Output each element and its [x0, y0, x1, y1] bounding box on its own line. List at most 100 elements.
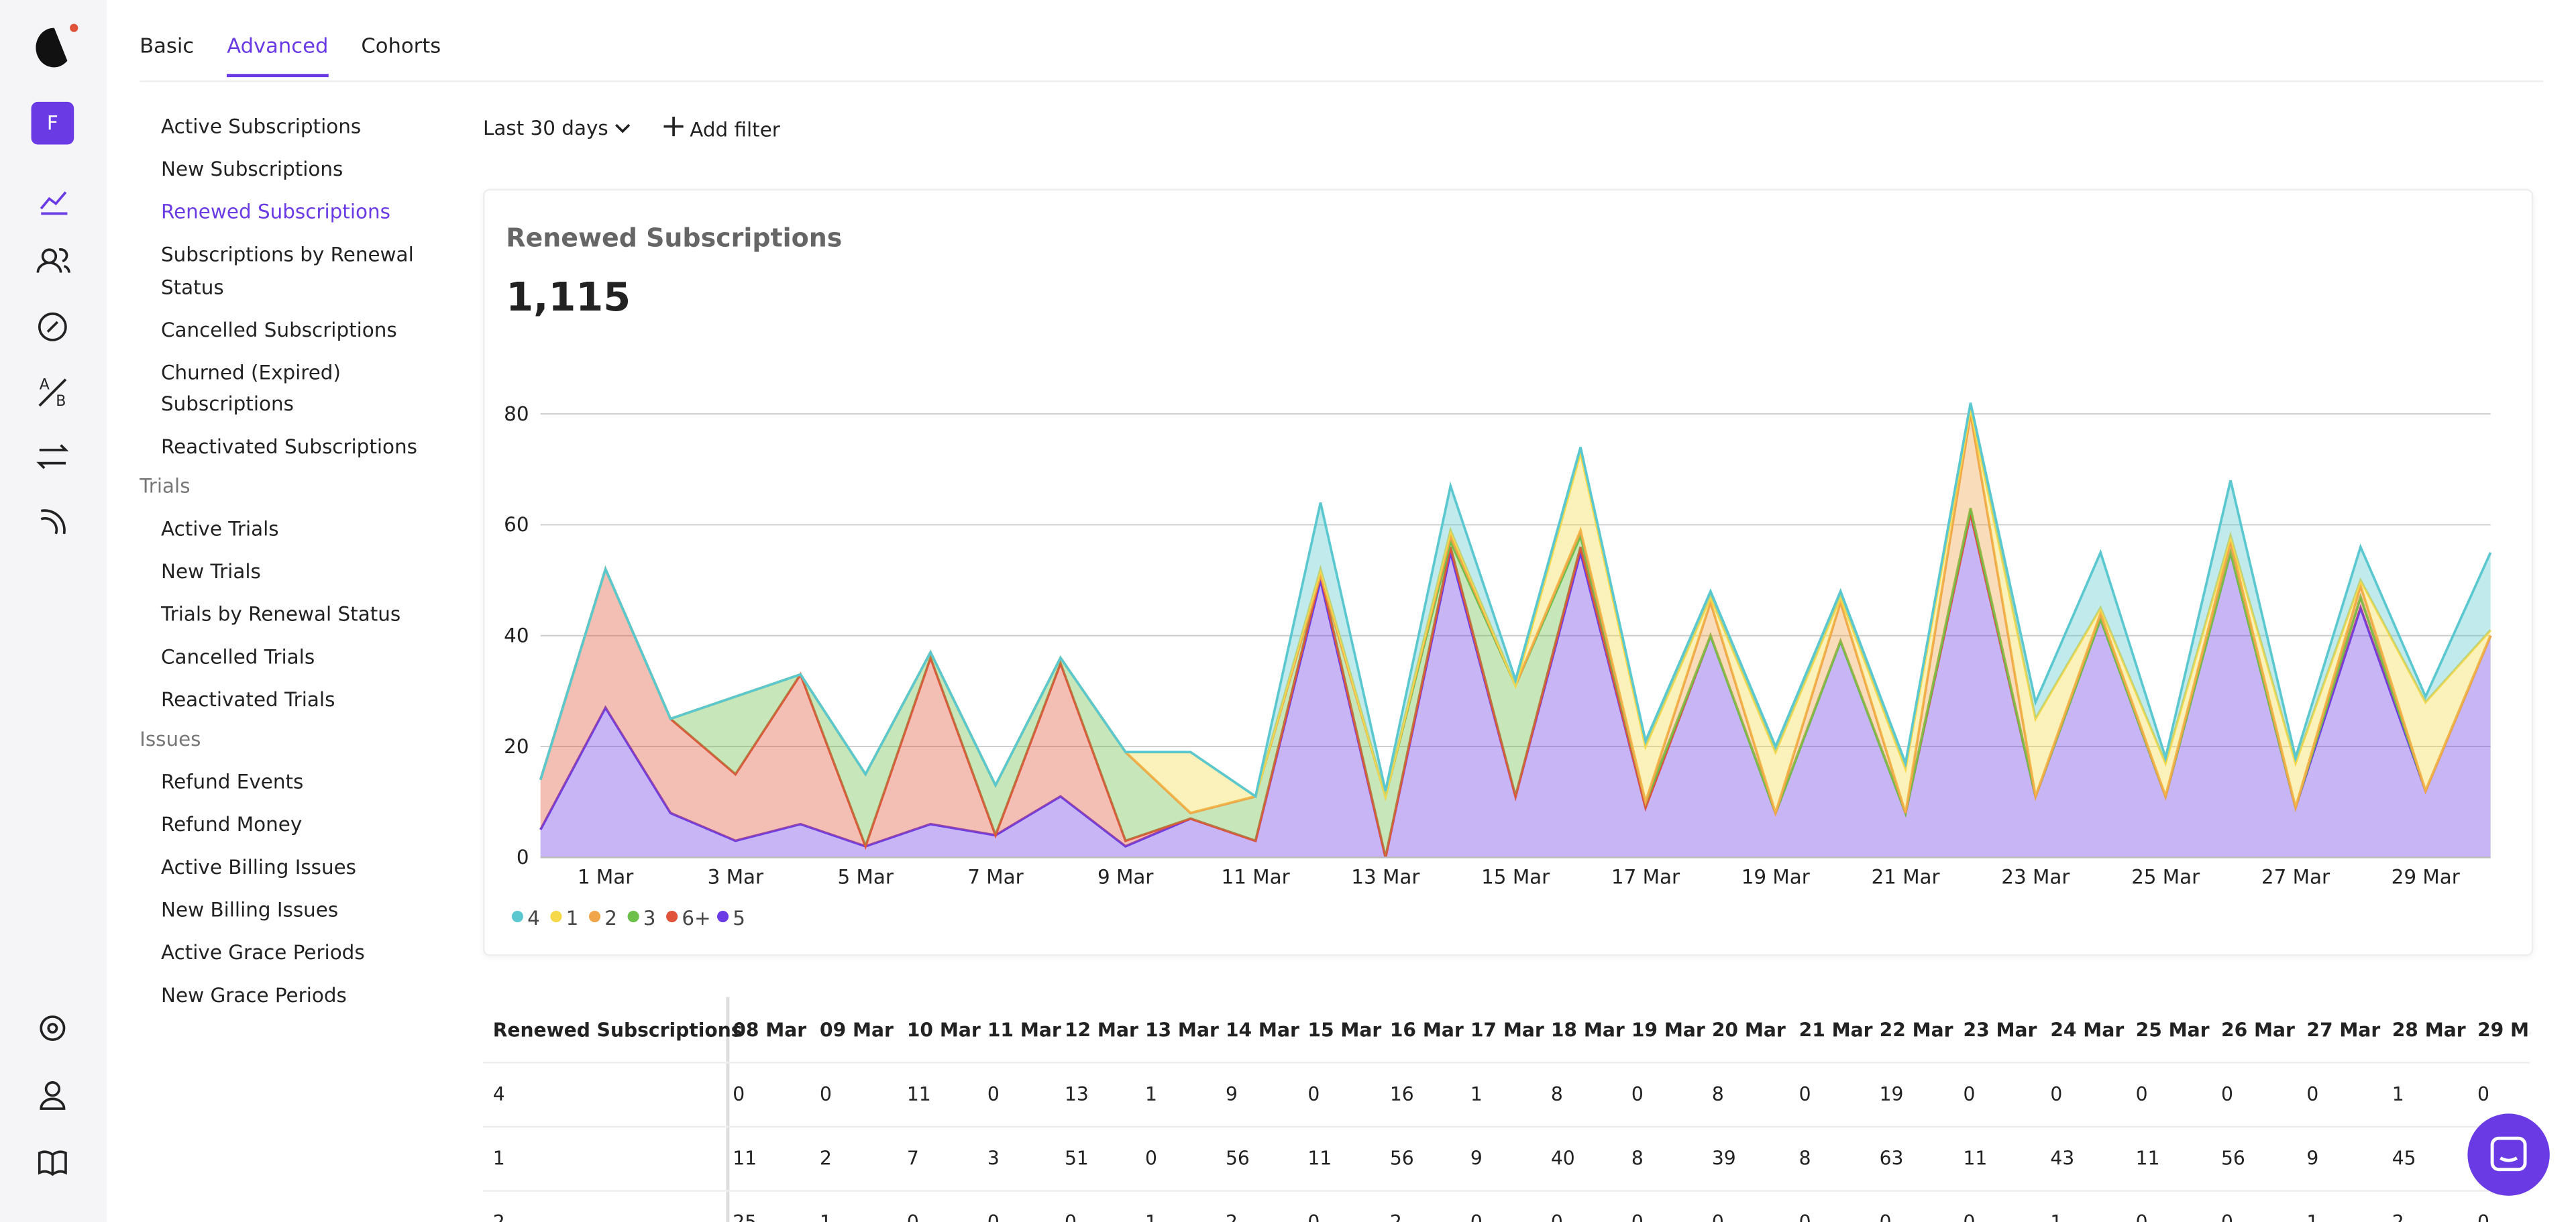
column-header: 25 Mar	[2136, 1019, 2210, 1041]
menu-item[interactable]: Subscriptions by Renewal Status	[161, 243, 414, 298]
menu-item[interactable]: Active Subscriptions	[161, 115, 362, 138]
cell: 2	[1390, 1211, 1402, 1222]
cell: 0	[2136, 1083, 2148, 1105]
cell: 0	[733, 1083, 745, 1105]
tab[interactable]: Cohorts	[361, 32, 441, 58]
x-tick-label: 25 Mar	[2131, 866, 2200, 889]
cell: 0	[1880, 1211, 1892, 1222]
cell: 0	[1307, 1083, 1320, 1105]
column-header: 28 Mar	[2392, 1019, 2466, 1041]
menu-item[interactable]: New Subscriptions	[161, 158, 343, 181]
add-filter[interactable]: Add filter	[663, 116, 780, 142]
cell: 51	[1065, 1147, 1089, 1169]
chart-title: Renewed Subscriptions	[506, 223, 842, 252]
cell: 13	[1065, 1083, 1089, 1105]
cell: 0	[1712, 1211, 1724, 1222]
cell: 0	[907, 1211, 919, 1222]
x-tick-label: 3 Mar	[708, 866, 764, 889]
menu-item[interactable]: Refund Events	[161, 770, 304, 793]
column-header: 23 Mar	[1964, 1019, 2037, 1041]
cell: 56	[2221, 1147, 2245, 1169]
chart: Renewed Subscriptions 1,115 0 20 40 60 80 1 M…	[504, 223, 2492, 930]
x-tick-label: 19 Mar	[1741, 866, 1811, 889]
menu-item[interactable]: New Grace Periods	[161, 983, 347, 1007]
legend-label[interactable]: 4	[527, 907, 540, 930]
column-header: 27 Mar	[2306, 1019, 2380, 1041]
menu-item[interactable]: Cancelled Subscriptions	[161, 317, 397, 341]
area	[540, 513, 2491, 858]
section-title: Trials	[140, 474, 191, 498]
nav-icon-docs[interactable]	[38, 1150, 67, 1176]
legend-label[interactable]: 6+	[682, 907, 710, 930]
chat-button[interactable]	[2467, 1113, 2550, 1196]
nav-icon-users[interactable]	[41, 248, 58, 264]
nav-icon-transfers[interactable]	[36, 444, 69, 469]
tab[interactable]: Advanced	[227, 33, 329, 78]
cell: 8	[1799, 1147, 1811, 1169]
menu-item[interactable]: Active Trials	[161, 517, 279, 541]
chart-card: Renewed Subscriptions 1,115 0 20 40 60 80 1 M…	[483, 188, 2534, 956]
workspace-avatar[interactable]	[31, 101, 74, 145]
cell: 1	[820, 1211, 832, 1222]
cell: 0	[1065, 1211, 1077, 1222]
cell: 8	[1712, 1083, 1724, 1105]
column-header: 08 Mar	[733, 1019, 806, 1041]
x-tick-label: 11 Mar	[1222, 866, 1291, 889]
period-select[interactable]: Last 30 days	[483, 117, 631, 142]
menu-item[interactable]: Churned (Expired) Subscriptions	[161, 360, 341, 416]
row-label: 1	[493, 1147, 505, 1169]
x-tick-label: 9 Mar	[1097, 866, 1154, 889]
cell: 0	[1799, 1083, 1811, 1105]
menu-item[interactable]: Cancelled Trials	[161, 645, 315, 669]
nav-icon-promo[interactable]	[38, 312, 67, 341]
menu-item[interactable]: Refund Money	[161, 813, 303, 836]
menu-item[interactable]: New Billing Issues	[161, 898, 339, 922]
nav-icon-account[interactable]	[44, 1081, 61, 1097]
cell: 0	[2050, 1083, 2062, 1105]
nav-icon-charts[interactable]	[40, 191, 68, 215]
column-header: Renewed Subscriptions	[493, 1019, 743, 1041]
cell: 0	[2221, 1211, 2233, 1222]
cell: 0	[987, 1211, 1000, 1222]
column-header: 15 Mar	[1307, 1019, 1381, 1041]
x-tick-label: 17 Mar	[1611, 866, 1680, 889]
menu-item[interactable]: Active Grace Periods	[161, 941, 365, 964]
menu-item[interactable]: Reactivated Subscriptions	[161, 435, 417, 459]
y-tick-label: 80	[504, 402, 529, 425]
cell: 0	[1307, 1211, 1320, 1222]
x-tick-label: 7 Mar	[967, 866, 1024, 889]
menu-item[interactable]: Trials by Renewal Status	[161, 602, 401, 626]
cell: 2	[820, 1147, 832, 1169]
legend-label[interactable]: 3	[643, 907, 656, 930]
menu-item[interactable]: Reactivated Trials	[161, 688, 335, 712]
menu-item[interactable]: Active Billing Issues	[161, 855, 357, 879]
cell: 1	[1145, 1211, 1157, 1222]
legend-label[interactable]: 2	[604, 907, 617, 930]
cell: 0	[2477, 1211, 2489, 1222]
cell: 11	[1964, 1147, 1988, 1169]
rail-icons: F A B	[31, 23, 78, 1176]
column-header: 21 Mar	[1799, 1019, 1873, 1041]
chevron	[615, 123, 631, 133]
menu-item[interactable]: Renewed Subscriptions	[161, 200, 390, 224]
legend-dot	[627, 910, 639, 923]
y-tick-label: 20	[504, 735, 529, 758]
cell: 0	[1551, 1211, 1563, 1222]
cell: 56	[1226, 1147, 1250, 1169]
nav-icon-settings[interactable]	[40, 1015, 66, 1042]
y-tick-label: 60	[504, 513, 529, 536]
tab[interactable]: Basic	[140, 32, 195, 58]
report-menu: Active Subscriptions New Subscriptions Ren…	[140, 112, 451, 1023]
column-header: 29 Mar	[2477, 1019, 2530, 1041]
legend-label[interactable]: 5	[733, 907, 745, 930]
nav-icon-ab[interactable]	[38, 378, 67, 407]
nav-icon-feed[interactable]	[40, 509, 66, 535]
menu-item[interactable]: New Trials	[161, 560, 261, 584]
cell: 0	[2477, 1083, 2489, 1105]
filters: Last 30 days Add filter	[483, 116, 780, 142]
cell: 43	[2050, 1147, 2074, 1169]
side-rail: F A B	[0, 0, 107, 1222]
logo-dot	[70, 23, 78, 32]
legend-label[interactable]: 1	[566, 907, 579, 930]
legend-dot	[511, 910, 524, 923]
